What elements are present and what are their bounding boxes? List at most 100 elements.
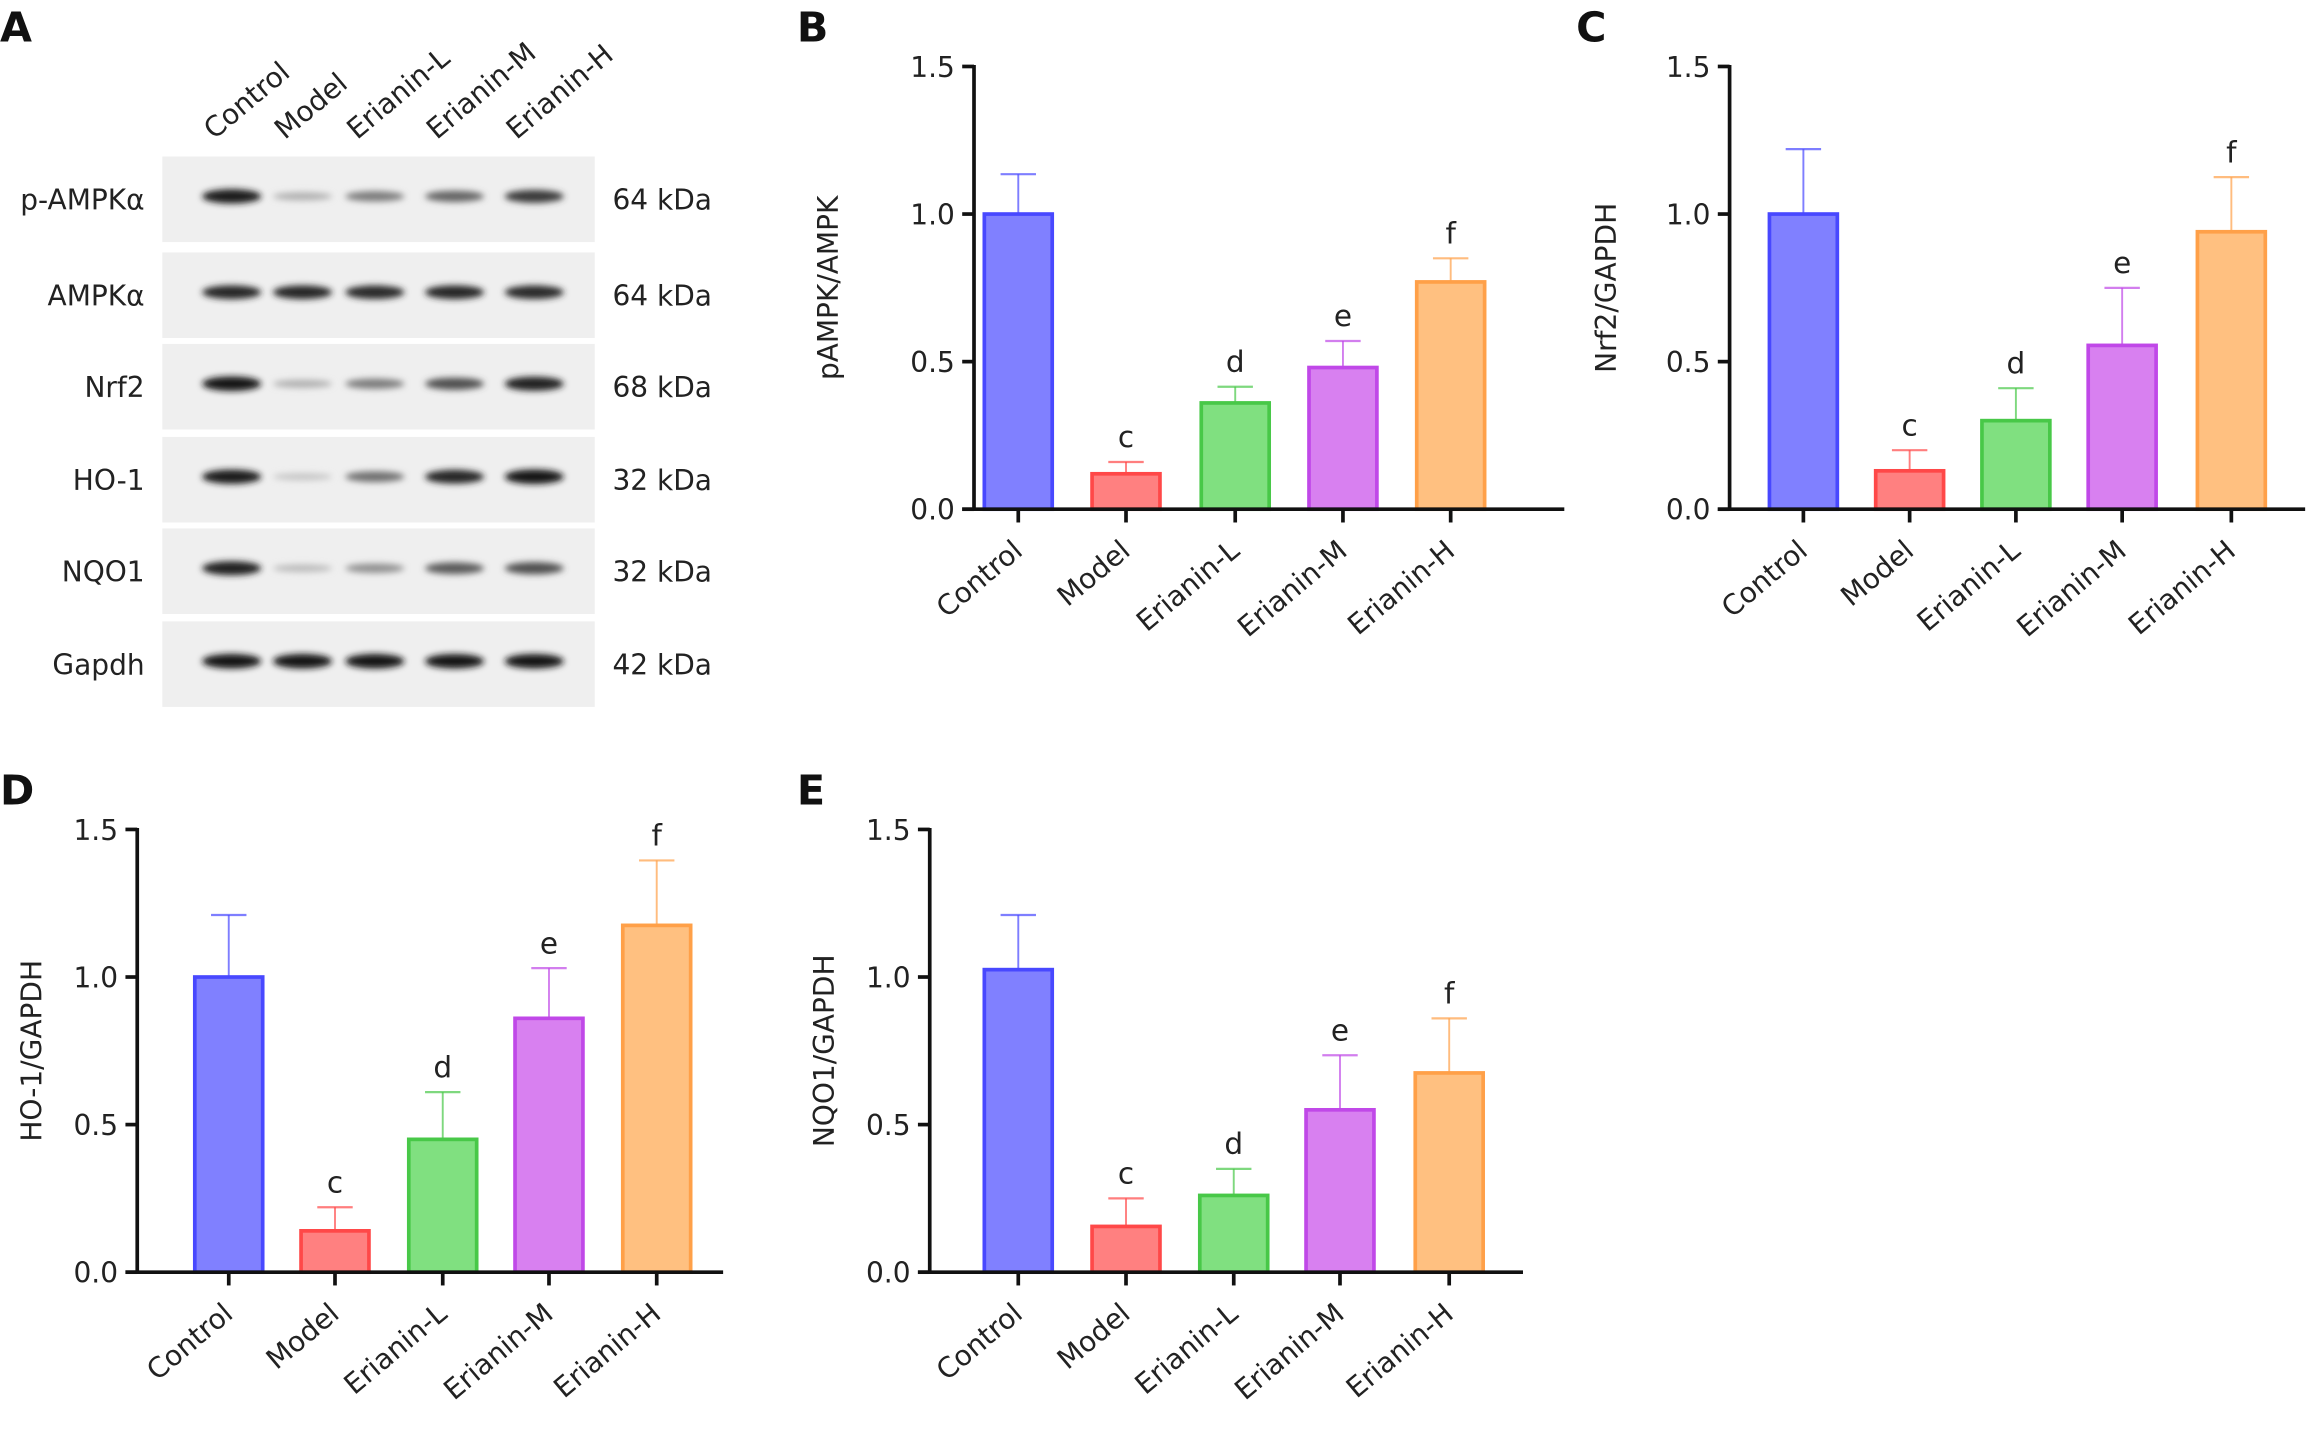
blot-band (273, 192, 333, 201)
blot-band (345, 653, 405, 669)
protein-label: Gapdh (52, 648, 144, 681)
protein-label: Nrf2 (84, 371, 144, 404)
significance-label: c (327, 1165, 343, 1199)
y-tick-label: 1.5 (910, 51, 955, 84)
bar (406, 1137, 479, 1275)
y-axis-label: HO-1/GAPDH (15, 960, 48, 1142)
y-axis-label: pAMPK/AMPK (812, 195, 845, 380)
x-tick-label: Erianin-M (2010, 534, 2132, 644)
x-tick-label: Control (140, 1297, 239, 1387)
blot-band (273, 285, 333, 300)
blot-band (504, 469, 564, 485)
bar (513, 1016, 585, 1275)
significance-label: e (1334, 299, 1352, 333)
blot-band (345, 563, 405, 573)
blot-band (504, 653, 564, 669)
y-tick-label: 1.5 (1666, 51, 1711, 84)
y-tick-label: 1.0 (866, 961, 911, 994)
y-axis-label: Nrf2/GAPDH (1590, 203, 1623, 373)
blot-band (202, 469, 262, 484)
protein-label: p-AMPKα (20, 184, 144, 217)
bar (982, 967, 1055, 1275)
x-tick-label: Erianin-L (338, 1296, 454, 1401)
bar (192, 975, 265, 1275)
y-tick-label: 1.0 (910, 198, 955, 231)
panel-letter: B (797, 3, 829, 51)
panel-a: AControlModelErianin-LErianin-MErianin-H… (0, 3, 712, 707)
panel-c: C Nrf2/GAPDH 0.0 0.5 1.0 1.5 Control c Model d Eri… (1576, 3, 2306, 644)
significance-label: c (1118, 420, 1134, 454)
panel-e: E NQO1/GAPDH 0.0 0.5 1.0 1.5 Control c Model d Eri… (797, 766, 1523, 1406)
x-tick-label: Erianin-H (1340, 1297, 1460, 1405)
y-tick-label: 0.0 (910, 494, 955, 527)
y-axis-label: NQO1/GAPDH (808, 954, 841, 1147)
bar (1873, 468, 1946, 512)
significance-label: d (433, 1050, 452, 1084)
y-tick-label: 1.0 (73, 961, 118, 994)
significance-label: e (1331, 1013, 1349, 1047)
blot-row: NQO1 32 kDa (62, 528, 712, 614)
blot-band (345, 471, 405, 483)
blot-band (425, 562, 485, 575)
x-tick-label: Model (1051, 1297, 1137, 1376)
panel-letter: A (0, 3, 32, 51)
blot-band (504, 376, 564, 391)
blot-band (273, 653, 333, 669)
blot-row: Nrf2 68 kDa (84, 343, 712, 430)
x-tick-label: Erianin-M (1231, 534, 1353, 644)
blot-band (425, 190, 485, 202)
significance-label: c (1118, 1157, 1134, 1191)
x-tick-label: Erianin-L (1129, 1296, 1245, 1401)
blot-row: AMPKα 64 kDa (48, 252, 712, 339)
blot-band (504, 189, 564, 203)
bar (2195, 229, 2268, 512)
significance-label: d (1224, 1127, 1243, 1161)
blot-band (425, 653, 485, 669)
y-tick-label: 1.5 (73, 814, 118, 847)
blot-band (273, 564, 333, 573)
x-tick-label: Erianin-L (1911, 533, 2027, 638)
bar (620, 923, 693, 1275)
x-tick-label: Erianin-H (1341, 534, 1461, 642)
significance-label: f (1445, 217, 1456, 251)
bar (982, 212, 1055, 512)
significance-label: f (1444, 977, 1455, 1011)
bar (1414, 280, 1487, 512)
significance-label: d (2007, 346, 2026, 380)
significance-label: d (1226, 345, 1245, 379)
x-tick-label: Model (1834, 534, 1920, 613)
y-tick-label: 0.5 (866, 1109, 911, 1142)
y-tick-label: 1.0 (1666, 198, 1711, 231)
y-tick-label: 0.5 (910, 346, 955, 379)
x-tick-label: Control (1715, 534, 1814, 624)
bar (1090, 471, 1162, 512)
significance-label: e (540, 926, 558, 960)
bar (1304, 1107, 1376, 1275)
bar (299, 1229, 371, 1275)
blot-band (202, 653, 262, 669)
x-tick-label: Erianin-M (437, 1297, 559, 1407)
bar (1307, 365, 1379, 512)
x-tick-label: Erianin-H (547, 1297, 667, 1405)
blot-band (345, 191, 405, 202)
y-tick-label: 0.0 (73, 1257, 118, 1290)
bar (1090, 1224, 1162, 1275)
molecular-weight-label: 32 kDa (612, 464, 712, 497)
blot-row: p-AMPKα 64 kDa (20, 156, 712, 243)
blot-band (345, 285, 405, 300)
y-tick-label: 1.5 (866, 814, 911, 847)
blot-row: Gapdh 42 kDa (52, 621, 712, 707)
blot-band (425, 377, 485, 390)
panel-d: D HO-1/GAPDH 0.0 0.5 1.0 1.5 Control c Model d Eri… (0, 766, 724, 1407)
significance-label: f (652, 819, 663, 853)
significance-label: c (1902, 408, 1918, 442)
significance-label: e (2113, 246, 2131, 280)
panel-letter: D (0, 766, 34, 814)
molecular-weight-label: 68 kDa (612, 371, 712, 404)
molecular-weight-label: 42 kDa (612, 648, 712, 681)
bar (1980, 418, 2052, 512)
blot-band (425, 469, 485, 484)
bar (1767, 212, 1840, 512)
x-tick-label: Erianin-L (1130, 533, 1246, 638)
panel-letter: E (797, 766, 825, 814)
